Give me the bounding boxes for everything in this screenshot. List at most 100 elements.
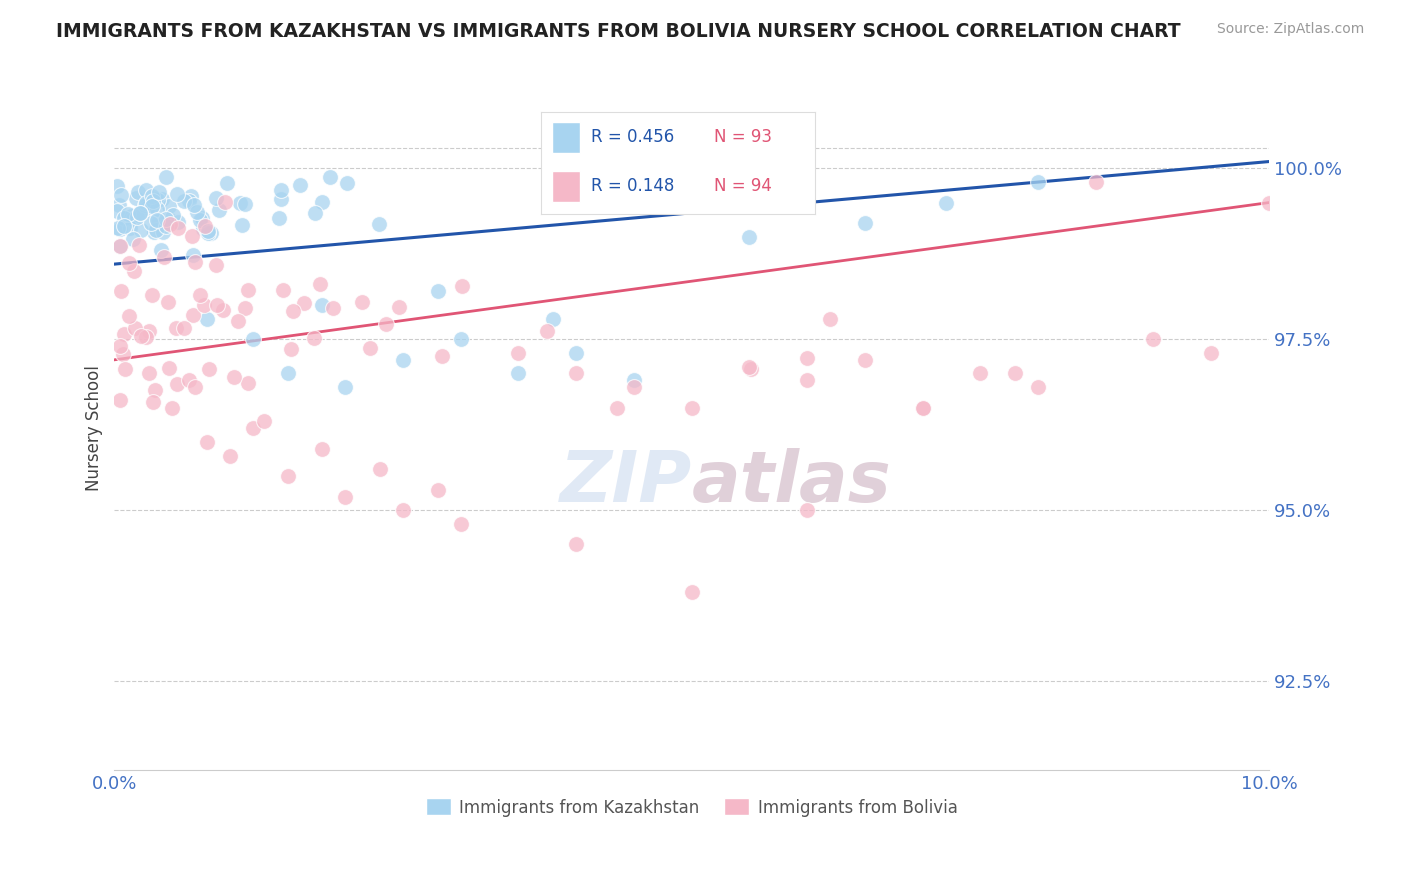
Point	[148, 214, 170, 228]
Point	[142, 395, 165, 409]
Point	[311, 194, 333, 209]
Point	[1142, 332, 1164, 346]
Point	[565, 537, 588, 551]
Point	[108, 239, 131, 253]
Point	[233, 301, 256, 316]
Point	[107, 220, 129, 235]
Point	[911, 401, 934, 415]
Point	[236, 283, 259, 297]
Point	[211, 302, 233, 317]
Point	[536, 324, 558, 338]
Point	[368, 462, 391, 476]
Point	[218, 449, 240, 463]
Point	[112, 219, 135, 233]
Point	[740, 362, 762, 376]
Point	[108, 221, 131, 235]
Point	[359, 341, 381, 355]
Point	[935, 195, 957, 210]
Point	[138, 367, 160, 381]
Point	[129, 222, 152, 236]
Point	[204, 190, 226, 204]
Point	[129, 206, 152, 220]
Point	[143, 225, 166, 239]
Point	[253, 414, 276, 428]
Point	[426, 483, 449, 497]
Point	[152, 192, 174, 206]
Point	[150, 244, 173, 258]
Point	[450, 332, 472, 346]
Point	[128, 237, 150, 252]
Point	[430, 349, 453, 363]
Point	[273, 283, 295, 297]
Point	[304, 206, 326, 220]
Point	[623, 373, 645, 387]
Point	[108, 239, 131, 253]
Bar	[553, 122, 579, 153]
Point	[143, 383, 166, 397]
Text: N = 93: N = 93	[714, 128, 772, 146]
Text: N = 94: N = 94	[714, 178, 772, 195]
Point	[135, 183, 157, 197]
Point	[969, 367, 991, 381]
Point	[367, 217, 389, 231]
Point	[188, 213, 211, 227]
Point	[277, 367, 299, 381]
Point	[450, 516, 472, 531]
Point	[194, 219, 217, 234]
Point	[738, 229, 761, 244]
Point	[135, 202, 157, 216]
Point	[193, 298, 215, 312]
Point	[186, 205, 208, 219]
Point	[335, 176, 357, 190]
Point	[392, 503, 415, 517]
Point	[796, 503, 818, 517]
Point	[110, 187, 132, 202]
Point	[195, 311, 218, 326]
Point	[188, 287, 211, 301]
Point	[159, 217, 181, 231]
Point	[205, 298, 228, 312]
Point	[156, 211, 179, 226]
Point	[214, 194, 236, 209]
Point	[108, 392, 131, 407]
Point	[145, 192, 167, 206]
Point	[311, 442, 333, 456]
Point	[226, 313, 249, 327]
Point	[165, 321, 187, 335]
Point	[134, 197, 156, 211]
Point	[146, 213, 169, 227]
Point	[146, 193, 169, 207]
Point	[153, 250, 176, 264]
Point	[319, 169, 342, 184]
Point	[738, 359, 761, 374]
Point	[124, 264, 146, 278]
Point	[606, 401, 628, 415]
Point	[173, 194, 195, 208]
Point	[157, 361, 180, 376]
Point	[1026, 175, 1049, 189]
Point	[565, 367, 588, 381]
Point	[155, 169, 177, 184]
Point	[141, 216, 163, 230]
Point	[120, 209, 142, 223]
Point	[110, 284, 132, 298]
Point	[392, 352, 415, 367]
Point	[159, 199, 181, 213]
Point	[277, 469, 299, 483]
Point	[302, 331, 325, 345]
Point	[224, 369, 246, 384]
Point	[112, 326, 135, 341]
Point	[388, 300, 411, 314]
Point	[179, 373, 201, 387]
Point	[105, 204, 128, 219]
Point	[180, 189, 202, 203]
Legend: Immigrants from Kazakhstan, Immigrants from Bolivia: Immigrants from Kazakhstan, Immigrants f…	[419, 792, 965, 823]
Point	[117, 207, 139, 221]
Point	[205, 258, 228, 272]
Text: R = 0.148: R = 0.148	[591, 178, 673, 195]
Text: IMMIGRANTS FROM KAZAKHSTAN VS IMMIGRANTS FROM BOLIVIA NURSERY SCHOOL CORRELATION: IMMIGRANTS FROM KAZAKHSTAN VS IMMIGRANTS…	[56, 22, 1181, 41]
Y-axis label: Nursery School: Nursery School	[86, 365, 103, 491]
Point	[146, 202, 169, 216]
Point	[335, 380, 357, 394]
Point	[193, 222, 215, 236]
